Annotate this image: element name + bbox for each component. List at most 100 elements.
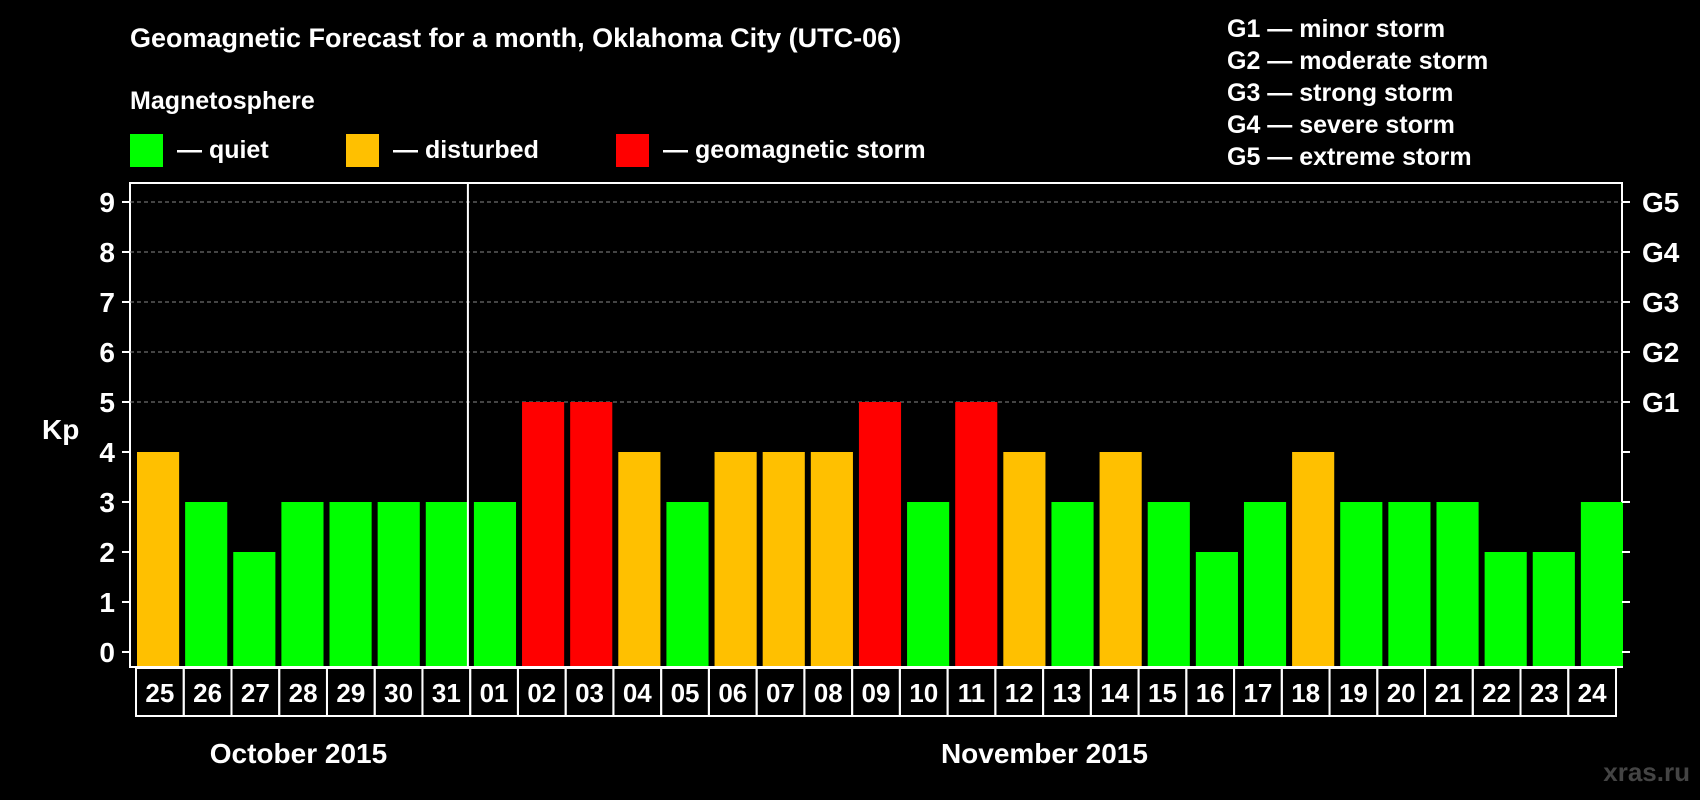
bar-15	[1147, 502, 1190, 666]
bar-28	[281, 502, 324, 666]
date-label: 30	[384, 678, 413, 708]
date-label: 27	[241, 678, 270, 708]
bar-08	[810, 452, 853, 666]
legend-storm: — geomagnetic storm	[616, 134, 926, 167]
bar-24	[1580, 502, 1623, 666]
bar-22	[1484, 552, 1527, 666]
y-tick-label: 6	[99, 337, 115, 368]
y-axis-label: Kp	[42, 414, 79, 445]
storm-level-g3: G3 — strong storm	[1227, 79, 1453, 107]
legend-label-quiet: — quiet	[177, 136, 269, 164]
watermark: xras.ru	[1603, 757, 1690, 787]
month-label: November 2015	[941, 738, 1148, 769]
magnetosphere-label: Magnetosphere	[130, 87, 315, 115]
date-label: 15	[1148, 678, 1177, 708]
date-label: 22	[1482, 678, 1511, 708]
bar-04	[618, 452, 661, 666]
y-tick-label: 7	[99, 287, 115, 318]
bar-07	[762, 452, 805, 666]
date-label: 05	[671, 678, 700, 708]
bar-27	[233, 552, 276, 666]
bar-25	[137, 452, 180, 666]
bar-23	[1532, 552, 1575, 666]
legend-swatch-storm	[616, 134, 649, 167]
y-tick-label: 2	[99, 537, 115, 568]
legend-swatch-quiet	[130, 134, 163, 167]
storm-level-legend: G1 — minor storm G2 — moderate storm G3 …	[1227, 15, 1488, 171]
bar-13	[1051, 502, 1094, 666]
bar-14	[1099, 452, 1142, 666]
date-label: 04	[623, 678, 652, 708]
right-tick-label-g2: G2	[1642, 337, 1679, 368]
legend-quiet: — quiet	[130, 134, 269, 167]
date-label: 14	[1100, 678, 1129, 708]
date-label: 06	[718, 678, 747, 708]
date-label: 20	[1387, 678, 1416, 708]
right-tick-label-g4: G4	[1642, 237, 1680, 268]
date-label: 08	[814, 678, 843, 708]
bar-10	[907, 502, 950, 666]
date-label: 09	[862, 678, 891, 708]
date-label: 24	[1578, 678, 1607, 708]
bar-31	[425, 502, 468, 666]
bar-01	[473, 502, 517, 666]
bar-05	[666, 502, 709, 666]
bar-06	[714, 452, 757, 666]
date-label: 31	[432, 678, 461, 708]
date-label: 03	[575, 678, 604, 708]
bars	[137, 183, 1623, 667]
legend-label-storm: — geomagnetic storm	[663, 136, 926, 164]
y-tick-label: 5	[99, 387, 115, 418]
bar-29	[329, 502, 372, 666]
legend-swatch-disturbed	[346, 134, 379, 167]
right-tick-label-g1: G1	[1642, 387, 1679, 418]
chart-title: Geomagnetic Forecast for a month, Oklaho…	[130, 23, 901, 53]
bar-02	[522, 402, 565, 666]
bar-18	[1292, 452, 1335, 666]
date-label: 13	[1053, 678, 1082, 708]
bar-19	[1340, 502, 1383, 666]
gridlines	[130, 201, 1622, 403]
right-axis-ticks: G1 G2 G3 G4 G5	[1622, 187, 1680, 653]
date-label: 10	[909, 678, 938, 708]
y-tick-label: 8	[99, 237, 115, 268]
date-label: 23	[1530, 678, 1559, 708]
y-tick-label: 4	[99, 437, 115, 468]
date-label: 28	[289, 678, 318, 708]
date-label: 11	[958, 678, 986, 708]
month-label: October 2015	[210, 738, 387, 769]
date-label: 12	[1005, 678, 1034, 708]
date-label: 21	[1434, 678, 1463, 708]
storm-level-g5: G5 — extreme storm	[1227, 143, 1472, 171]
bar-03	[570, 402, 613, 666]
y-tick-label: 1	[99, 587, 115, 618]
date-label: 02	[527, 678, 556, 708]
bar-20	[1388, 502, 1431, 666]
month-labels: October 2015 November 2015	[210, 738, 1148, 769]
date-label: 25	[145, 678, 174, 708]
y-tick-label: 0	[99, 637, 115, 668]
bar-26	[185, 502, 228, 666]
right-tick-label-g3: G3	[1642, 287, 1679, 318]
legend-label-disturbed: — disturbed	[393, 136, 539, 164]
legend-disturbed: — disturbed	[346, 134, 539, 167]
bar-11	[955, 402, 998, 666]
date-label: 16	[1196, 678, 1225, 708]
storm-level-g2: G2 — moderate storm	[1227, 47, 1488, 75]
bar-16	[1195, 552, 1238, 666]
bar-17	[1243, 502, 1287, 666]
y-tick-label: 3	[99, 487, 115, 518]
date-label: 07	[766, 678, 795, 708]
bar-09	[858, 402, 902, 666]
left-axis-ticks: 0 1 2 3 4 5 6 7 8 9	[99, 187, 130, 668]
storm-level-g4: G4 — severe storm	[1227, 111, 1455, 139]
bar-21	[1436, 502, 1479, 666]
date-label: 01	[480, 678, 509, 708]
y-tick-label: 9	[99, 187, 115, 218]
date-label: 18	[1291, 678, 1320, 708]
date-label: 17	[1243, 678, 1272, 708]
bar-30	[377, 502, 420, 666]
date-cell-24	[1567, 667, 1617, 717]
date-label: 19	[1339, 678, 1368, 708]
